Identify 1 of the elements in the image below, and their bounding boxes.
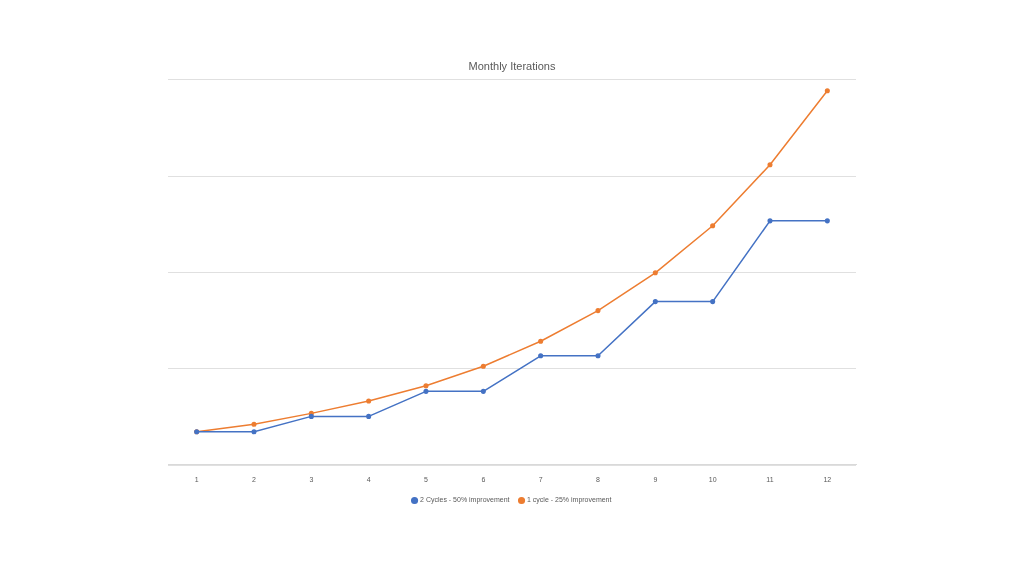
chart-title: Monthly Iterations	[468, 59, 556, 72]
